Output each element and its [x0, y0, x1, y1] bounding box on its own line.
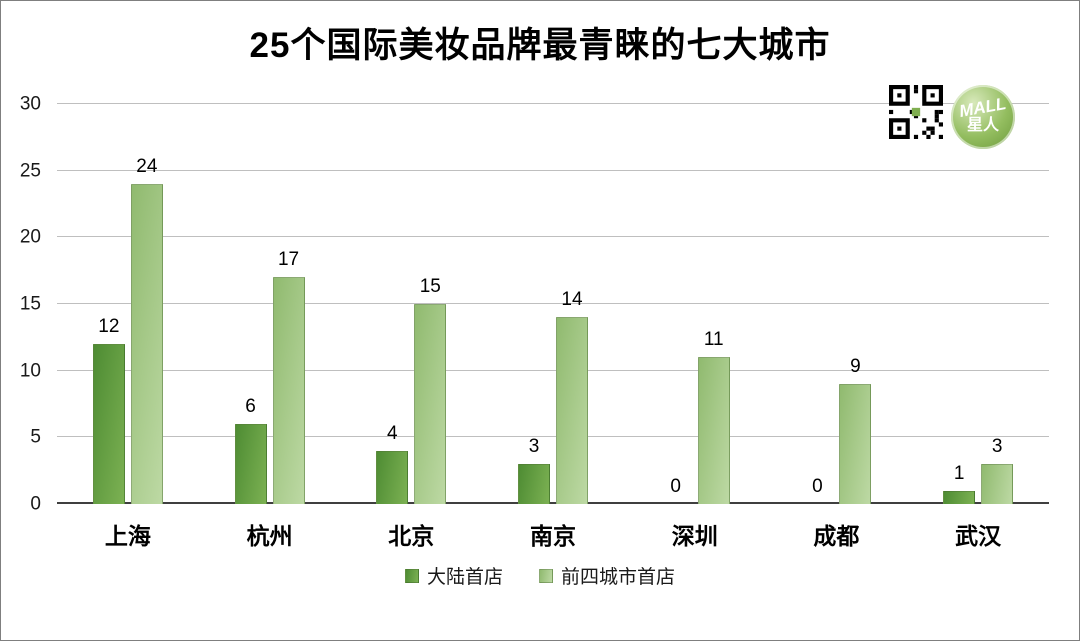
gridline [57, 169, 1049, 171]
logo-text-xingren: 星人 [966, 116, 999, 134]
bar-前四城市首店-上海 [130, 184, 163, 504]
category-label: 上海 [104, 523, 151, 549]
bar-前四城市首店-杭州 [272, 277, 305, 504]
category-label: 成都 [813, 523, 860, 549]
gridline [57, 303, 1049, 304]
y-tick-label: 0 [30, 493, 41, 515]
legend-item-大陆首店: 大陆首店 [404, 562, 503, 589]
bar-大陆首店-南京 [518, 464, 550, 504]
value-label: 24 [136, 156, 158, 177]
category-label: 南京 [530, 523, 576, 549]
bar-前四城市首店-北京 [414, 304, 447, 504]
gridline [57, 103, 1049, 104]
bar-前四城市首店-武汉 [981, 464, 1014, 504]
legend-swatch [539, 568, 553, 583]
bar-前四城市首店-成都 [839, 384, 872, 504]
value-label: 4 [386, 422, 398, 444]
legend: 大陆首店 前四城市首店 [1, 562, 1079, 589]
plot-area: 12 24 6 17 4 15 3 14 0 11 0 9 1 3 [57, 103, 1049, 504]
gridline [57, 436, 1049, 438]
legend-label: 大陆首店 [426, 567, 503, 588]
y-tick-label: 20 [19, 226, 41, 248]
legend-item-前四城市首店: 前四城市首店 [539, 562, 675, 589]
bar-大陆首店-上海 [92, 344, 125, 504]
value-label: 14 [561, 289, 583, 311]
y-axis: 0 5 10 15 20 25 30 [1, 95, 49, 514]
bar-大陆首店-武汉 [943, 490, 976, 504]
value-label: 3 [528, 436, 540, 457]
legend-label: 前四城市首店 [561, 567, 676, 588]
bar-前四城市首店-南京 [556, 317, 588, 504]
y-tick-label: 5 [30, 426, 41, 448]
category-label: 杭州 [246, 523, 293, 549]
value-label: 12 [98, 316, 120, 337]
branding: MALL 星人 [889, 85, 1015, 149]
value-label: 3 [991, 436, 1003, 457]
value-label: 17 [277, 249, 300, 271]
bar-大陆首店-杭州 [234, 424, 267, 504]
value-label: 0 [812, 476, 823, 497]
gridline [57, 236, 1049, 238]
value-label: 9 [850, 356, 861, 377]
category-label: 深圳 [671, 523, 718, 549]
x-axis-line [57, 502, 1049, 504]
value-label: 6 [245, 396, 256, 417]
qr-code-icon [889, 85, 943, 139]
y-tick-label: 15 [19, 293, 41, 315]
gridline [57, 369, 1049, 371]
chart-title: 25个国际美妆品牌最青睐的七大城市 [249, 26, 831, 65]
value-label: 15 [419, 276, 441, 297]
mall-xingren-logo: MALL 星人 [951, 85, 1015, 149]
value-label: 0 [670, 476, 681, 497]
category-label: 武汉 [955, 523, 1002, 549]
legend-swatch [404, 568, 419, 583]
category-label: 北京 [388, 523, 435, 549]
logo-text-mall: MALL [958, 93, 1008, 121]
y-tick-label: 30 [19, 93, 41, 115]
value-label: 1 [953, 462, 965, 484]
value-label: 11 [703, 329, 724, 351]
y-tick-label: 10 [19, 360, 41, 382]
bar-前四城市首店-深圳 [697, 357, 730, 504]
y-tick-label: 25 [19, 160, 41, 182]
bar-大陆首店-北京 [376, 450, 409, 504]
